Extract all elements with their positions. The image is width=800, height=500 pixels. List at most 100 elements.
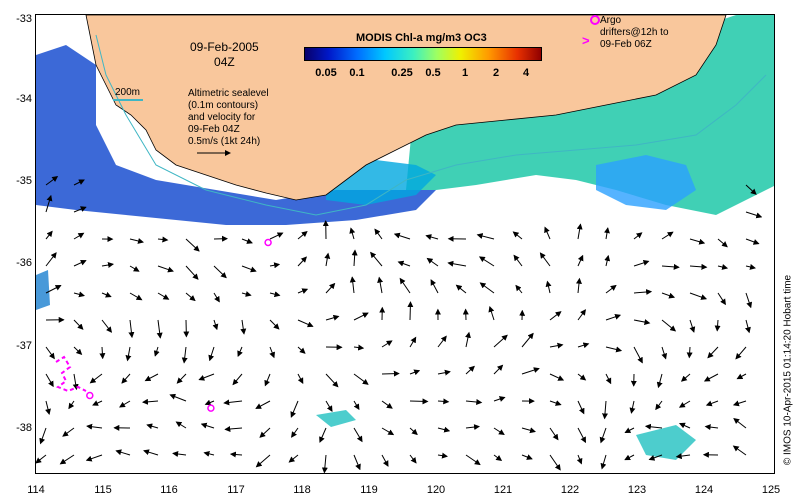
velocity-arrow	[717, 238, 728, 248]
velocity-arrow	[92, 400, 103, 406]
velocity-arrow	[476, 233, 495, 240]
velocity-arrow	[604, 254, 611, 267]
velocity-arrow	[633, 319, 651, 325]
velocity-arrow	[351, 249, 358, 267]
velocity-arrow	[269, 232, 284, 240]
velocity-arrow	[45, 252, 57, 267]
velocity-arrow	[736, 373, 747, 380]
velocity-arrow	[689, 319, 696, 333]
velocity-arrow	[353, 312, 369, 321]
velocity-arrow	[661, 292, 676, 299]
chlorophyll-patch-far-east	[636, 425, 696, 460]
velocity-arrow	[325, 373, 339, 388]
lon-tick-label: 120	[426, 484, 446, 496]
velocity-arrow	[269, 319, 280, 330]
velocity-arrow	[224, 425, 243, 432]
velocity-arrow	[735, 346, 747, 360]
velocity-arrow	[661, 319, 677, 332]
velocity-arrow	[370, 251, 383, 267]
argo-legend-line: drifters@12h to	[600, 27, 669, 38]
velocity-arrow	[353, 427, 363, 443]
velocity-arrow	[73, 319, 84, 330]
lon-tick-label: 123	[627, 484, 647, 496]
argo-legend-marker-icon	[590, 15, 600, 25]
velocity-arrow	[89, 373, 103, 384]
velocity-arrow	[259, 427, 271, 438]
lon-tick-label: 118	[293, 484, 311, 496]
velocity-arrow	[241, 238, 253, 244]
velocity-arrow	[229, 451, 243, 458]
velocity-arrow	[633, 259, 650, 267]
velocity-arrow	[437, 398, 450, 405]
map-panel[interactable]	[35, 14, 775, 474]
velocity-arrow	[465, 399, 483, 405]
velocity-arrow	[143, 449, 159, 456]
velocity-arrow	[73, 206, 87, 213]
velocity-arrow	[397, 260, 411, 267]
velocity-arrow	[576, 454, 583, 465]
velocity-arrow	[745, 319, 751, 334]
velocity-arrow	[240, 319, 247, 335]
depth-contour-label: 200m	[115, 87, 141, 98]
velocity-arrow	[714, 319, 721, 332]
velocity-arrow	[73, 346, 83, 355]
velocity-arrow	[45, 230, 53, 240]
velocity-arrow	[269, 346, 275, 359]
velocity-arrow	[629, 400, 636, 414]
velocity-arrow	[493, 364, 504, 375]
velocity-arrow	[297, 230, 308, 240]
colorbar-tick-label: 0.05	[315, 67, 337, 79]
velocity-arrow	[577, 400, 585, 415]
velocity-arrow	[353, 454, 361, 471]
velocity-arrow	[45, 346, 55, 360]
velocity-arrow	[101, 262, 114, 268]
velocity-arrow	[493, 454, 503, 461]
velocity-arrow	[426, 257, 439, 267]
velocity-arrow	[717, 264, 729, 270]
argo-drifter-marker	[86, 391, 94, 400]
velocity-arrow	[732, 400, 747, 407]
velocity-arrow	[678, 422, 691, 429]
velocity-arrow	[324, 252, 331, 267]
velocity-arrow	[128, 319, 135, 339]
argo-legend-line: 09-Feb 06Z	[600, 39, 652, 50]
velocity-arrow	[465, 454, 481, 466]
credit-text: © IMOS 10-Apr-2015 01:14:20 Hobart time	[782, 274, 794, 466]
velocity-arrow	[68, 400, 75, 410]
velocity-arrow	[704, 424, 719, 431]
velocity-arrow	[605, 346, 623, 353]
velocity-arrow	[549, 454, 561, 471]
velocity-arrow	[707, 346, 719, 359]
velocity-arrow	[633, 289, 653, 295]
velocity-arrow	[549, 373, 565, 381]
velocity-arrow	[73, 291, 85, 298]
info-line: (0.1m contours)	[188, 100, 259, 111]
lat-tick-label: -33	[16, 13, 32, 25]
velocity-arrow	[455, 284, 467, 294]
lat-tick-label: -37	[16, 340, 32, 352]
velocity-arrow	[129, 238, 144, 244]
velocity-arrow	[577, 309, 586, 321]
velocity-arrow	[661, 263, 680, 270]
lon-tick-label: 119	[360, 484, 378, 496]
velocity-arrow	[208, 346, 215, 362]
velocity-arrow	[605, 313, 622, 321]
velocity-arrow	[705, 400, 719, 407]
velocity-arrow	[73, 179, 85, 186]
argo-legend-line: Argo	[600, 15, 622, 26]
velocity-arrow	[493, 334, 508, 348]
velocity-arrow	[45, 400, 51, 415]
velocity-arrow	[689, 263, 708, 270]
colorbar-tick-label: 4	[522, 67, 530, 79]
lon-tick-label: 125	[761, 484, 781, 496]
lat-tick-label: -34	[16, 93, 32, 105]
velocity-arrow	[717, 292, 726, 306]
velocity-arrow	[374, 228, 383, 240]
velocity-arrow	[157, 292, 170, 300]
depth-contour-200m	[95, 34, 767, 216]
colorbar-tick-label: 0.1	[349, 67, 365, 79]
velocity-arrow	[577, 254, 584, 267]
velocity-arrow	[549, 400, 562, 406]
velocity-arrow	[45, 176, 59, 186]
lon-tick-label: 115	[94, 484, 112, 496]
